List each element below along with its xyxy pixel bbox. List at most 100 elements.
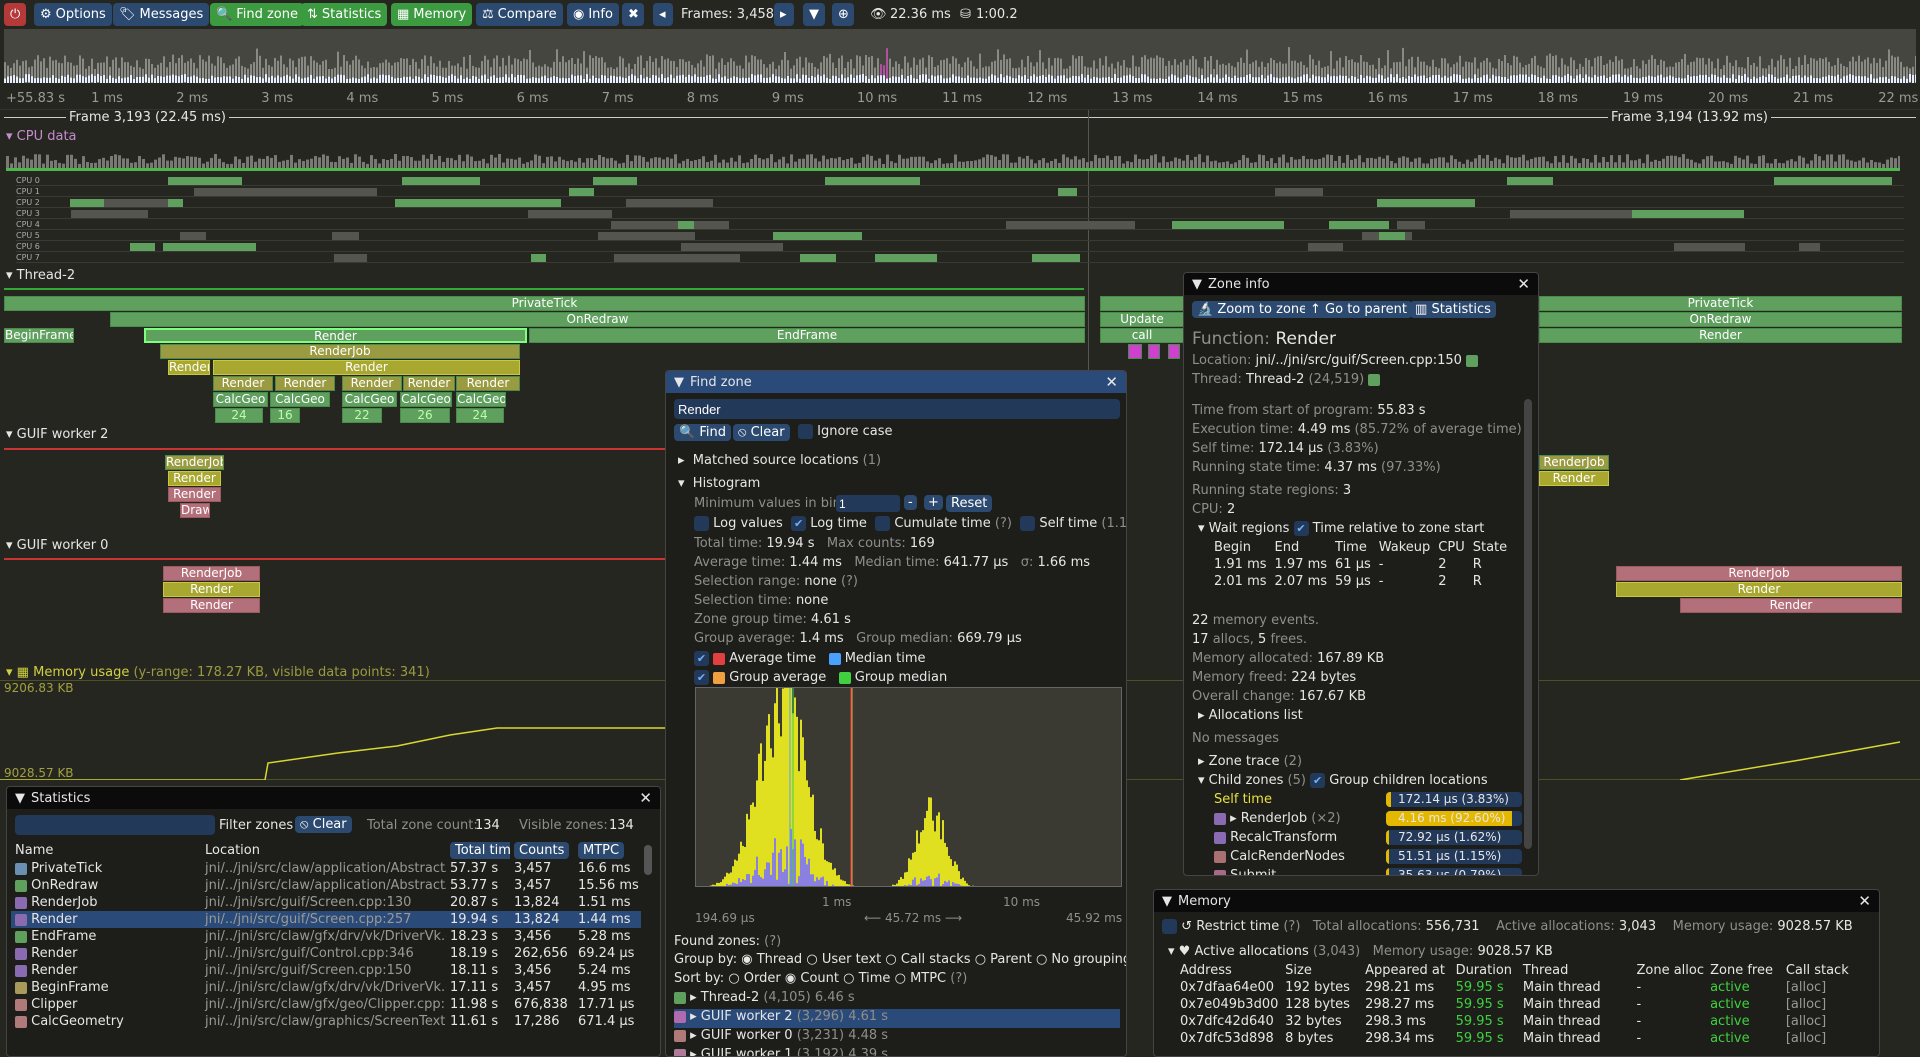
next-frame-button[interactable]: ▸: [774, 3, 794, 26]
table-row[interactable]: Render jni/../jni/src/guif/Control.cpp:34…: [11, 945, 641, 962]
statistics-button[interactable]: ▥ Statistics: [1410, 301, 1496, 318]
zone-render[interactable]: Render: [168, 471, 221, 486]
zone-count[interactable]: 22: [342, 408, 382, 423]
zone-renderjob[interactable]: RenderJob: [165, 455, 224, 470]
cpu-thread-bar[interactable]: [1627, 210, 1744, 218]
zone-privatetick[interactable]: PrivateTick: [1539, 296, 1902, 311]
zone-calcgeo[interactable]: CalcGeo: [342, 392, 397, 407]
cpu-thread-bar[interactable]: [70, 210, 149, 218]
cpu-thread-bar[interactable]: [163, 243, 257, 251]
column-location[interactable]: Location: [205, 843, 260, 858]
cpu-thread-bar[interactable]: [1376, 199, 1475, 207]
log-values-checkbox[interactable]: Log values: [694, 516, 783, 531]
column-counts[interactable]: Counts: [510, 841, 574, 860]
column-name[interactable]: Name: [15, 843, 54, 858]
cpu-thread-bar[interactable]: [1673, 243, 1745, 251]
info-button[interactable]: ◉ Info: [567, 3, 619, 26]
table-row[interactable]: Render jni/../jni/src/guif/Screen.cpp:150…: [11, 962, 641, 979]
sort-count-radio[interactable]: ◉ Count: [784, 971, 839, 986]
cpu-thread-bar[interactable]: [103, 199, 168, 207]
zone-count[interactable]: 26: [400, 408, 450, 423]
cpu-thread-bar[interactable]: [1171, 221, 1285, 229]
cpu-thread-bar[interactable]: [527, 210, 612, 218]
cpu-thread-bar[interactable]: [874, 254, 937, 262]
prev-frame-button[interactable]: ◂: [653, 3, 673, 26]
cpu-row[interactable]: CPU 7: [16, 253, 1904, 263]
zone-call[interactable]: call: [1100, 328, 1184, 343]
cpu-thread-bar[interactable]: [1328, 221, 1389, 229]
cpu-thread-bar[interactable]: [614, 254, 741, 262]
cpu-thread-bar[interactable]: [394, 199, 512, 207]
child-zone[interactable]: RecalcTransform 72.92 µs (1.62%): [1214, 830, 1524, 849]
cpu-thread-bar[interactable]: [1031, 254, 1081, 262]
cpu-thread-bar[interactable]: [1396, 221, 1426, 229]
close-icon[interactable]: ✕: [1858, 892, 1871, 910]
zoom-to-zone-button[interactable]: 🔬 Zoom to zone: [1192, 301, 1313, 318]
cpu-thread-bar[interactable]: [611, 221, 729, 229]
scrollbar[interactable]: [644, 845, 652, 875]
zone-render[interactable]: Render: [213, 360, 520, 375]
cpu-thread-bar[interactable]: [680, 243, 784, 251]
decrement-button[interactable]: -: [904, 495, 917, 510]
find-zone-header[interactable]: ▼ Find zone: [666, 371, 1126, 393]
sort-mtpc-radio[interactable]: ○ MTPC: [894, 971, 947, 986]
zone-calcgeo[interactable]: CalcGeo: [400, 392, 452, 407]
zone-render[interactable]: Render: [1680, 598, 1902, 613]
found-zone-group[interactable]: ▸ GUIF worker 1 (3,192) 4.39 s: [674, 1047, 1120, 1056]
zone-render[interactable]: Render: [1539, 328, 1902, 343]
cpu-thread-bar[interactable]: [772, 232, 863, 240]
zone-privatetick[interactable]: [1100, 296, 1184, 311]
cpu-row[interactable]: CPU 3: [16, 209, 1904, 219]
track-guif-worker-0[interactable]: ▾ GUIF worker 0: [6, 538, 109, 553]
histogram-plot[interactable]: [695, 687, 1122, 887]
wait-region-row[interactable]: 2.01 ms 2.07 ms 59 µs -2 R: [1210, 573, 1511, 590]
cpu-thread-bar[interactable]: [179, 232, 207, 240]
wait-region-row[interactable]: 1.91 ms 1.97 ms 61 µs -2 R: [1210, 556, 1511, 573]
cpu-thread-bar[interactable]: [1275, 188, 1323, 196]
zone-onredraw[interactable]: OnRedraw: [1539, 312, 1902, 327]
cpu-thread-bar[interactable]: [597, 232, 695, 240]
memory-button[interactable]: ▦ Memory: [391, 3, 473, 26]
cpu-row[interactable]: CPU 6: [16, 242, 1904, 252]
table-row[interactable]: OnRedraw jni/../jni/src/claw/application/…: [11, 877, 641, 894]
statistics-header[interactable]: ▼ Statistics: [7, 787, 660, 809]
find-button[interactable]: 🔍 Find: [674, 424, 731, 441]
matched-source-locations[interactable]: ▸ Matched source locations (1): [678, 453, 882, 468]
cpu-row[interactable]: CPU 4: [16, 220, 1904, 230]
statistics-button[interactable]: ⇅ Statistics: [301, 3, 388, 26]
group-by-call-stacks-radio[interactable]: ○ Call stacks: [885, 952, 971, 967]
found-zone-group[interactable]: ▸ Thread-2 (4,105) 6.46 s: [674, 990, 1120, 1009]
group-by-parent-radio[interactable]: ○ Parent: [974, 952, 1032, 967]
cpu-thread-bar[interactable]: [531, 254, 546, 262]
cpu-thread-bar[interactable]: [1005, 221, 1136, 229]
zone-render[interactable]: Render: [1616, 582, 1902, 597]
tools-button[interactable]: ✖: [622, 3, 644, 26]
column-total-time[interactable]: Total time: [446, 841, 510, 860]
reset-button[interactable]: Reset: [946, 495, 993, 512]
cpu-thread-bar[interactable]: [193, 188, 293, 196]
table-row[interactable]: Render jni/../jni/src/guif/Screen.cpp:257…: [11, 911, 641, 928]
zone-render-selected[interactable]: Render: [144, 328, 527, 343]
close-icon[interactable]: ✕: [1517, 275, 1530, 293]
self-time-checkbox[interactable]: Self time: [1020, 516, 1097, 531]
cpu-row[interactable]: CPU 1: [16, 187, 1904, 197]
child-zone[interactable]: Self time 172.14 µs (3.83%): [1214, 792, 1524, 811]
frame-graph[interactable]: [4, 29, 1917, 87]
zone-render[interactable]: Render: [1539, 471, 1609, 486]
cpu-thread-bar[interactable]: [1307, 243, 1344, 251]
zone-sc[interactable]: [1128, 344, 1142, 359]
crosshair-button[interactable]: ⊕: [832, 3, 854, 26]
cpu-thread-bar[interactable]: [130, 243, 156, 251]
log-time-checkbox[interactable]: ✔ Log time: [791, 516, 867, 531]
clear-filter-button[interactable]: ⦸ Clear: [295, 816, 352, 833]
min-bin-input[interactable]: [836, 495, 900, 512]
column-mtpc[interactable]: MTPC: [574, 841, 641, 860]
frame-dropdown-button[interactable]: ▼: [803, 3, 825, 26]
zone-render[interactable]: Render: [403, 376, 455, 391]
zone-trace-section[interactable]: ▸ Zone trace (2): [1198, 754, 1303, 769]
table-row[interactable]: BeginFrame jni/../jni/src/claw/gfx/drv/vk…: [11, 979, 641, 996]
cpu-row[interactable]: CPU 2: [16, 198, 1904, 208]
zone-count[interactable]: 24: [456, 408, 504, 423]
scrollbar[interactable]: [1524, 399, 1532, 849]
